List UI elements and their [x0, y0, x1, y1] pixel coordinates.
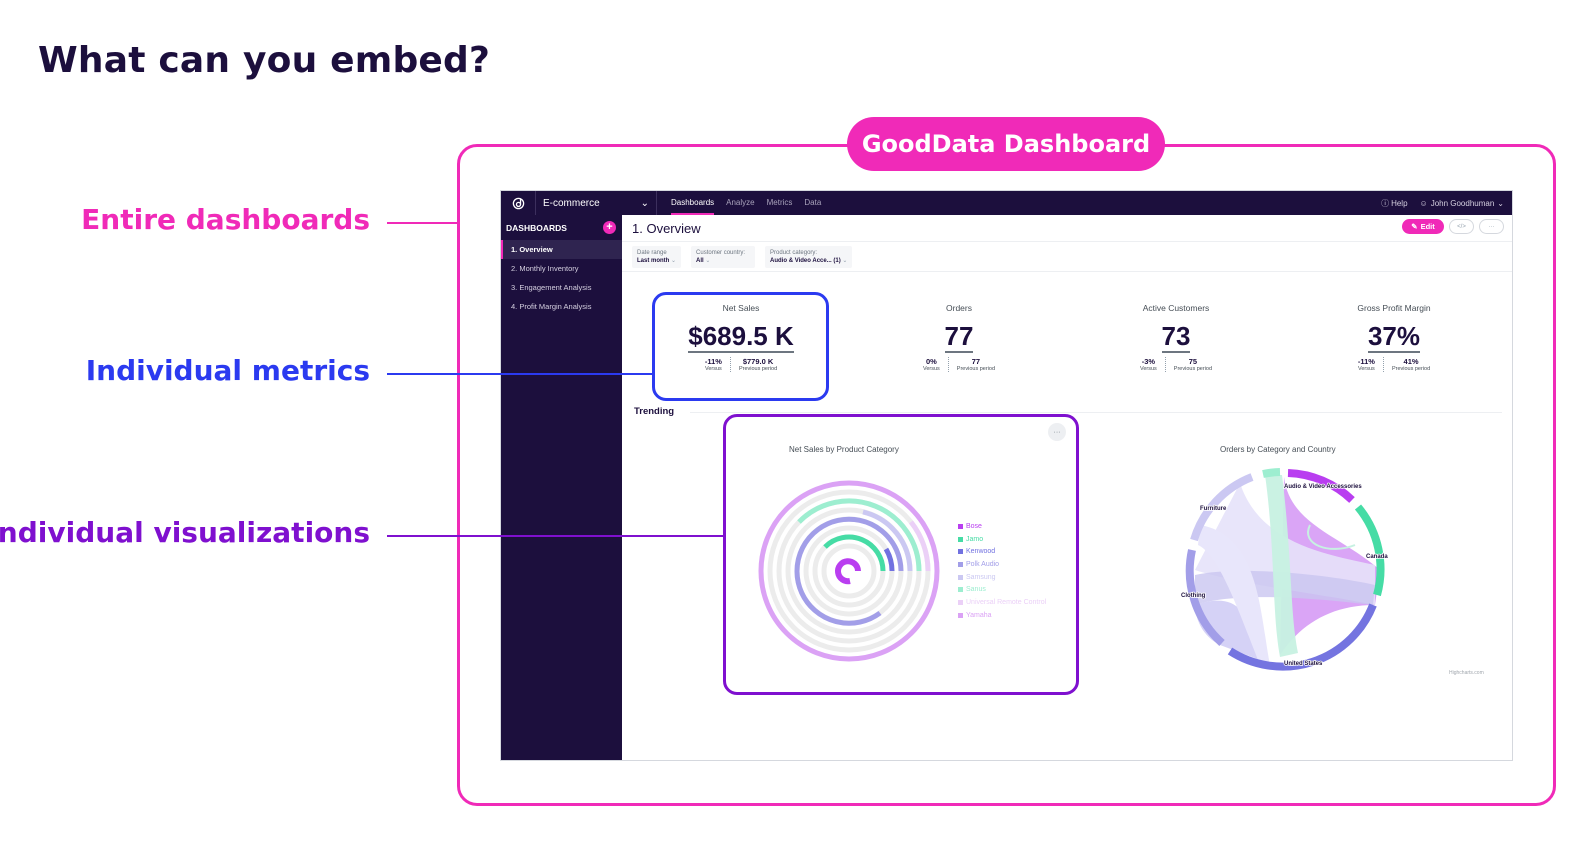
svg-text:United States: United States [1284, 661, 1323, 667]
kpi-active-customers[interactable]: Active Customers 73 -3% Versus 75 Previous… [1088, 303, 1264, 372]
legend-item-samsung[interactable]: Samsung [958, 571, 1046, 584]
callout-individual-metrics: Individual metrics [85, 354, 370, 387]
workspace-name: E-commerce [543, 197, 600, 209]
help-button[interactable]: ⓘ Help [1381, 198, 1408, 208]
tab-metrics[interactable]: Metrics [766, 197, 793, 207]
filter-customer-country[interactable]: Customer country: All ⌄ [691, 245, 756, 268]
dashboard-title: 1. Overview [632, 221, 701, 236]
sidebar-item-overview[interactable]: 1. Overview [501, 240, 622, 259]
help-icon: ⓘ [1381, 198, 1390, 208]
workspace-picker[interactable]: E-commerce ⌄ [536, 191, 657, 215]
edit-button[interactable]: ✎ Edit [1402, 219, 1444, 234]
legend-item-jamo[interactable]: Jamo [958, 533, 1046, 546]
sidebar-heading: DASHBOARDS [506, 222, 567, 233]
kpi-gross-profit-margin[interactable]: Gross Profit Margin 37% -11% Versus 41% Pr… [1306, 303, 1482, 372]
kpi-orders[interactable]: Orders 77 0% Versus 77 Previous period [871, 303, 1047, 372]
pencil-icon: ✎ [1411, 222, 1418, 231]
kpi-value[interactable]: 37% [1367, 321, 1421, 353]
radial-bar-chart[interactable] [750, 472, 950, 672]
callout-entire-dashboards: Entire dashboards [81, 203, 370, 236]
more-options-button[interactable]: ··· [1479, 219, 1504, 234]
section-divider [690, 412, 1502, 413]
main-nav: Dashboards Analyze Metrics Data [657, 191, 821, 215]
kpi-net-sales[interactable]: Net Sales $689.5 K -11% Versus $779.0 K Pr… [688, 303, 794, 372]
chevron-down-icon: ⌄ [1497, 198, 1504, 208]
user-icon: ☺ [1419, 198, 1428, 208]
tab-data[interactable]: Data [804, 197, 822, 207]
legend-item-polk-audio[interactable]: Polk Audio [958, 558, 1046, 571]
filter-bar: Date range Last month ⌄ Customer country… [622, 241, 1512, 272]
legend-item-universal-remote-control[interactable]: Universal Remote Control [958, 596, 1046, 609]
chevron-down-icon: ⌄ [671, 257, 677, 264]
filter-date-range[interactable]: Date range Last month ⌄ [632, 245, 682, 268]
user-menu[interactable]: ☺ John Goodhuman ⌄ [1419, 198, 1504, 208]
chart-title-orders: Orders by Category and Country [1220, 445, 1336, 454]
svg-text:Furniture: Furniture [1200, 506, 1227, 512]
callout-line-dashboards [387, 222, 459, 224]
frame-badge: GoodData Dashboard [847, 117, 1165, 171]
section-title-trending: Trending [634, 406, 675, 417]
tab-dashboards[interactable]: Dashboards [671, 191, 715, 215]
add-dashboard-button[interactable]: + [603, 221, 616, 234]
highlight-metric-box [652, 292, 829, 401]
callout-line-visualizations [387, 535, 724, 537]
chevron-down-icon: ⌄ [705, 257, 711, 264]
svg-text:Clothing: Clothing [1181, 593, 1206, 599]
chart-legend: Bose Jamo Kenwood Polk Audio Samsung San… [958, 520, 1046, 622]
sidebar-item-profit-margin-analysis[interactable]: 4. Profit Margin Analysis [511, 302, 592, 311]
highlight-visualization-box [723, 414, 1079, 695]
svg-text:Audio & Video Accessories: Audio & Video Accessories [1284, 484, 1362, 490]
chord-chart[interactable]: Audio & Video Accessories Canada United … [1180, 465, 1390, 675]
chart-title-net-sales: Net Sales by Product Category [789, 445, 899, 454]
top-bar: E-commerce ⌄ Dashboards Analyze Metrics … [501, 191, 1512, 215]
kpi-value[interactable]: 73 [1161, 321, 1191, 353]
kpi-value[interactable]: $689.5 K [688, 321, 794, 353]
sidebar-item-monthly-inventory[interactable]: 2. Monthly Inventory [511, 264, 579, 273]
gooddata-logo-icon[interactable] [501, 191, 536, 215]
sidebar: DASHBOARDS + 1. Overview 2. Monthly Inve… [501, 215, 622, 760]
svg-text:Canada: Canada [1366, 554, 1388, 560]
legend-item-kenwood[interactable]: Kenwood [958, 545, 1046, 558]
embed-button[interactable]: </> [1449, 219, 1474, 234]
callout-individual-visualizations: Individual visualizations [0, 516, 370, 549]
callout-line-metrics [387, 373, 653, 375]
chevron-down-icon: ⌄ [640, 197, 649, 209]
visualization-menu-button[interactable]: ··· [1048, 423, 1066, 441]
dashboard-main: 1. Overview ✎ Edit </> ··· Date range La… [622, 215, 1512, 760]
highcharts-credit[interactable]: Highcharts.com [1449, 670, 1484, 676]
slide-title: What can you embed? [38, 40, 491, 81]
tab-analyze[interactable]: Analyze [726, 197, 755, 207]
gooddata-app: E-commerce ⌄ Dashboards Analyze Metrics … [500, 190, 1513, 761]
chevron-down-icon: ⌄ [842, 257, 848, 264]
legend-item-yamaha[interactable]: Yamaha [958, 609, 1046, 622]
filter-product-category[interactable]: Product category: Audio & Video Acce... … [765, 245, 853, 268]
legend-item-bose[interactable]: Bose [958, 520, 1046, 533]
kpi-value[interactable]: 77 [944, 321, 974, 353]
sidebar-item-engagement-analysis[interactable]: 3. Engagement Analysis [511, 283, 592, 292]
legend-item-sanus[interactable]: Sanus [958, 583, 1046, 596]
